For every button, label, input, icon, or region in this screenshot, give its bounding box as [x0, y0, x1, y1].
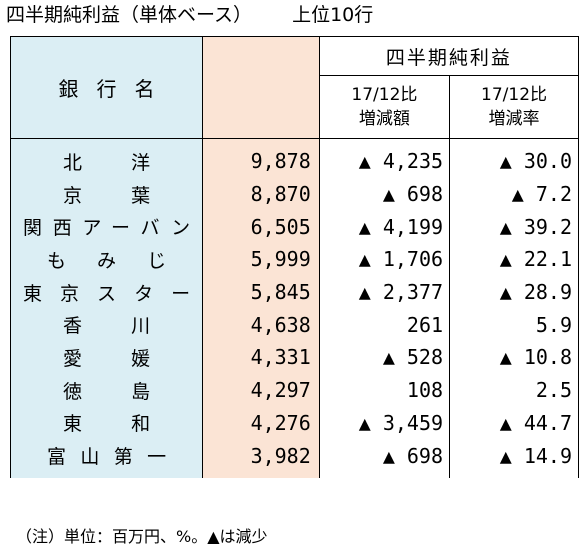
bank-name: 香川	[9, 308, 204, 342]
table-row: 東和 4,276 ▲ 3,459 ▲ 44.7	[9, 406, 579, 440]
bank-name: 徳島	[9, 373, 204, 407]
change-rate: ▲ 44.7	[449, 406, 579, 440]
change-amount-header-line2: 増減額	[358, 109, 410, 129]
change-rate: ▲ 7.2	[449, 177, 579, 211]
change-amount: ▲ 4,235	[318, 138, 451, 178]
change-amount-header-line1: 17/12比	[351, 85, 418, 105]
title-sub: 上位10行	[292, 4, 374, 26]
change-amount: ▲ 528	[318, 341, 451, 374]
bank-name: 東京スター	[9, 275, 204, 309]
table-row: もみじ 5,999 ▲ 1,706 ▲ 22.1	[9, 243, 579, 276]
change-rate: ▲ 22.1	[449, 243, 579, 276]
change-amount: 261	[318, 308, 451, 342]
table-row: 関西アーバン 6,505 ▲ 4,199 ▲ 39.2	[9, 210, 579, 244]
change-rate: ▲ 30.0	[449, 138, 579, 178]
bank-name: 京葉	[9, 177, 204, 211]
change-amount: ▲ 698	[318, 439, 451, 478]
bank-name: 富山第一	[9, 439, 204, 478]
change-amount: ▲ 2,377	[318, 275, 451, 309]
profit-value: 5,999	[202, 243, 320, 276]
change-rate-header-line1: 17/12比	[481, 85, 548, 105]
profit-table: 銀行名 四半期純利益 17/12比 増減額 17/12比 増減率 北洋 9,878 …	[9, 36, 579, 478]
bank-name-header: 銀行名	[9, 36, 204, 139]
profit-value: 3,982	[202, 439, 320, 478]
change-rate: ▲ 39.2	[449, 210, 579, 244]
table-row: 香川 4,638 261 5.9	[9, 308, 579, 342]
bank-name: 東和	[9, 406, 204, 440]
table-row: 東京スター 5,845 ▲ 2,377 ▲ 28.9	[9, 275, 579, 309]
change-rate: ▲ 14.9	[449, 439, 579, 478]
profit-value: 9,878	[202, 138, 320, 178]
change-amount: ▲ 1,706	[318, 243, 451, 276]
change-amount: ▲ 3,459	[318, 406, 451, 440]
page-title: 四半期純利益（単体ベース） 上位10行	[6, 2, 373, 28]
profit-value: 4,638	[202, 308, 320, 342]
table-row: 徳島 4,297 108 2.5	[9, 373, 579, 407]
change-rate-header: 17/12比 増減率	[449, 75, 579, 139]
value-header-blank	[202, 36, 320, 139]
bank-name: 愛媛	[9, 341, 204, 374]
change-amount: 108	[318, 373, 451, 407]
profit-value: 5,845	[202, 275, 320, 309]
bank-name: もみじ	[9, 243, 204, 276]
table-row: 京葉 8,870 ▲ 698 ▲ 7.2	[9, 177, 579, 211]
change-rate: ▲ 28.9	[449, 275, 579, 309]
profit-value: 4,276	[202, 406, 320, 440]
footnote: （注）単位：百万円、%。▲は減少	[16, 527, 268, 546]
table-row: 富山第一 3,982 ▲ 698 ▲ 14.9	[9, 439, 579, 478]
table-row: 愛媛 4,331 ▲ 528 ▲ 10.8	[9, 341, 579, 374]
bank-name: 北洋	[9, 138, 204, 178]
table-row: 北洋 9,878 ▲ 4,235 ▲ 30.0	[9, 138, 579, 178]
change-amount: ▲ 4,199	[318, 210, 451, 244]
profit-value: 4,297	[202, 373, 320, 407]
profit-value: 6,505	[202, 210, 320, 244]
change-rate: 5.9	[449, 308, 579, 342]
profit-value: 8,870	[202, 177, 320, 211]
bank-name: 関西アーバン	[9, 210, 204, 244]
change-rate: ▲ 10.8	[449, 341, 579, 374]
change-amount: ▲ 698	[318, 177, 451, 211]
profit-value: 4,331	[202, 341, 320, 374]
title-main: 四半期純利益（単体ベース）	[6, 4, 253, 26]
change-rate-header-line2: 増減率	[488, 109, 540, 129]
change-rate: 2.5	[449, 373, 579, 407]
change-amount-header: 17/12比 増減額	[318, 75, 451, 139]
quarterly-profit-header: 四半期純利益	[318, 36, 579, 76]
